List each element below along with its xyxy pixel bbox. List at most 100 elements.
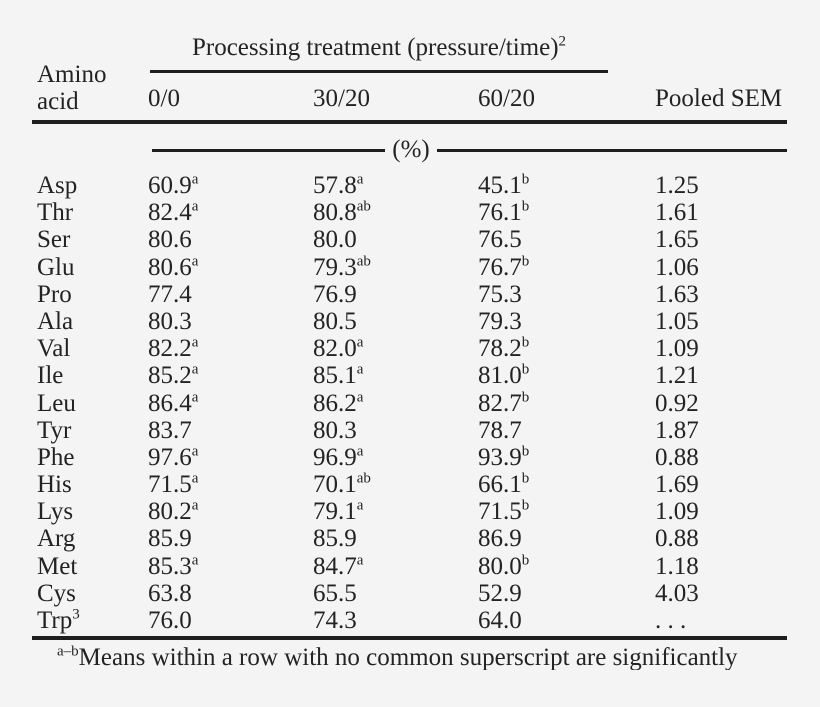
- cell-value: 71.5: [478, 498, 522, 526]
- value-cell-pooled-sem: 1.21: [655, 362, 820, 389]
- stub-column-header: Amino acid: [37, 61, 106, 115]
- amino-acid-label: Ser: [37, 226, 148, 253]
- cell-value: 85.9: [313, 525, 357, 553]
- value-cell-0-0: 77.4: [148, 281, 313, 308]
- cell-value: 1.87: [655, 416, 699, 444]
- cell-superscript: b: [521, 443, 530, 460]
- table-row: Trp3 76.0 74.3 64.0 . . .: [0, 607, 820, 634]
- cell-value: 1.69: [655, 471, 699, 499]
- value-cell-60-20: 71.5b: [478, 498, 655, 525]
- value-cell-60-20: 79.3: [478, 308, 655, 335]
- value-cell-0-0: 80.6a: [148, 254, 313, 281]
- cell-value: 45.1: [478, 172, 522, 199]
- cell-superscript: ab: [356, 470, 371, 487]
- cell-value: 76.7: [478, 253, 522, 281]
- cell-value: 1.21: [655, 362, 699, 390]
- cell-superscript: a: [191, 361, 199, 378]
- cell-superscript: ab: [356, 253, 371, 270]
- cell-value: 79.1: [313, 498, 357, 526]
- value-cell-pooled-sem: 1.63: [655, 281, 820, 308]
- cell-value: 0.92: [655, 389, 699, 417]
- value-cell-30-20: 70.1ab: [313, 471, 478, 498]
- column-header-60-20: 60/20: [478, 85, 535, 112]
- table-row: Phe 97.6a 96.9a 93.9b 0.88: [0, 444, 820, 471]
- cell-value: 1.06: [655, 253, 699, 281]
- cell-value: 85.1: [313, 362, 357, 390]
- cell-value: 79.3: [313, 253, 357, 281]
- cell-superscript: a: [356, 171, 364, 188]
- table-row: Arg 85.9 85.9 86.9 0.88: [0, 525, 820, 552]
- table-row: Leu 86.4a 86.2a 82.7b 0.92: [0, 390, 820, 417]
- cell-value: 81.0: [478, 362, 522, 390]
- table-row: Tyr 83.7 80.3 78.7 1.87: [0, 417, 820, 444]
- cell-value: 4.03: [655, 579, 699, 607]
- amino-acid-name: Glu: [37, 253, 75, 281]
- cell-superscript: a: [191, 443, 199, 460]
- cell-value: 1.25: [655, 172, 699, 199]
- table-row: Ala 80.3 80.5 79.3 1.05: [0, 308, 820, 335]
- column-header-0-0: 0/0: [148, 85, 180, 112]
- value-cell-0-0: 63.8: [148, 580, 313, 607]
- value-cell-60-20: 78.7: [478, 417, 655, 444]
- value-cell-60-20: 93.9b: [478, 444, 655, 471]
- value-cell-pooled-sem: 1.09: [655, 335, 820, 362]
- cell-value: 96.9: [313, 443, 357, 471]
- cell-value: 1.63: [655, 280, 699, 308]
- value-cell-0-0: 86.4a: [148, 390, 313, 417]
- spanner-header: Processing treatment (pressure/time)2: [148, 34, 610, 62]
- value-cell-30-20: 76.9: [313, 281, 478, 308]
- amino-acid-name: Asp: [37, 172, 78, 199]
- cell-superscript: b: [521, 198, 530, 215]
- value-cell-0-0: 85.2a: [148, 362, 313, 389]
- amino-acid-name: Leu: [37, 389, 76, 417]
- value-cell-0-0: 80.3: [148, 308, 313, 335]
- cell-value: 86.4: [148, 389, 192, 417]
- cell-value: 76.1: [478, 199, 522, 227]
- amino-acid-name: Ser: [37, 226, 71, 254]
- cell-value: 82.4: [148, 199, 192, 227]
- cell-superscript: a: [191, 334, 199, 351]
- cell-value: 78.2: [478, 335, 522, 363]
- value-cell-60-20: 78.2b: [478, 335, 655, 362]
- value-cell-30-20: 85.1a: [313, 362, 478, 389]
- value-cell-pooled-sem: 0.88: [655, 525, 820, 552]
- cell-superscript: a: [356, 334, 364, 351]
- amino-acid-name: Pro: [37, 280, 72, 308]
- cell-value: 83.7: [148, 416, 192, 444]
- value-cell-0-0: 85.3a: [148, 553, 313, 580]
- cell-value: 74.3: [313, 607, 357, 634]
- amino-acid-name: Met: [37, 552, 78, 580]
- value-cell-30-20: 96.9a: [313, 444, 478, 471]
- column-header-30-20: 30/20: [313, 85, 370, 112]
- cell-superscript: a: [191, 253, 199, 270]
- amino-acid-label: Leu: [37, 390, 148, 417]
- value-cell-pooled-sem: 1.18: [655, 553, 820, 580]
- value-cell-60-20: 76.5: [478, 226, 655, 253]
- cell-value: 66.1: [478, 471, 522, 499]
- cell-value: 1.61: [655, 199, 699, 227]
- spanner-rule: [150, 70, 608, 73]
- value-cell-pooled-sem: 4.03: [655, 580, 820, 607]
- cell-superscript: a: [191, 171, 199, 188]
- spanner-header-footnote-marker: 2: [558, 33, 567, 50]
- cell-superscript: b: [521, 253, 530, 270]
- amino-acid-label: Asp: [37, 172, 148, 199]
- cell-value: 52.9: [478, 579, 522, 607]
- value-cell-30-20: 79.1a: [313, 498, 478, 525]
- value-cell-30-20: 82.0a: [313, 335, 478, 362]
- value-cell-pooled-sem: 1.06: [655, 254, 820, 281]
- amino-acid-label: Cys: [37, 580, 148, 607]
- unit-row: (%): [0, 135, 820, 165]
- value-cell-30-20: 57.8a: [313, 172, 478, 199]
- value-cell-pooled-sem: 1.61: [655, 199, 820, 226]
- value-cell-0-0: 83.7: [148, 417, 313, 444]
- table-row: Pro 77.4 76.9 75.3 1.63: [0, 281, 820, 308]
- value-cell-0-0: 80.2a: [148, 498, 313, 525]
- cell-superscript: b: [521, 389, 530, 406]
- cell-value: 70.1: [313, 471, 357, 499]
- amino-acid-label: His: [37, 471, 148, 498]
- cell-value: 85.3: [148, 552, 192, 580]
- amino-acid-label: Lys: [37, 498, 148, 525]
- amino-acid-label: Met: [37, 553, 148, 580]
- cell-value: 1.65: [655, 226, 699, 254]
